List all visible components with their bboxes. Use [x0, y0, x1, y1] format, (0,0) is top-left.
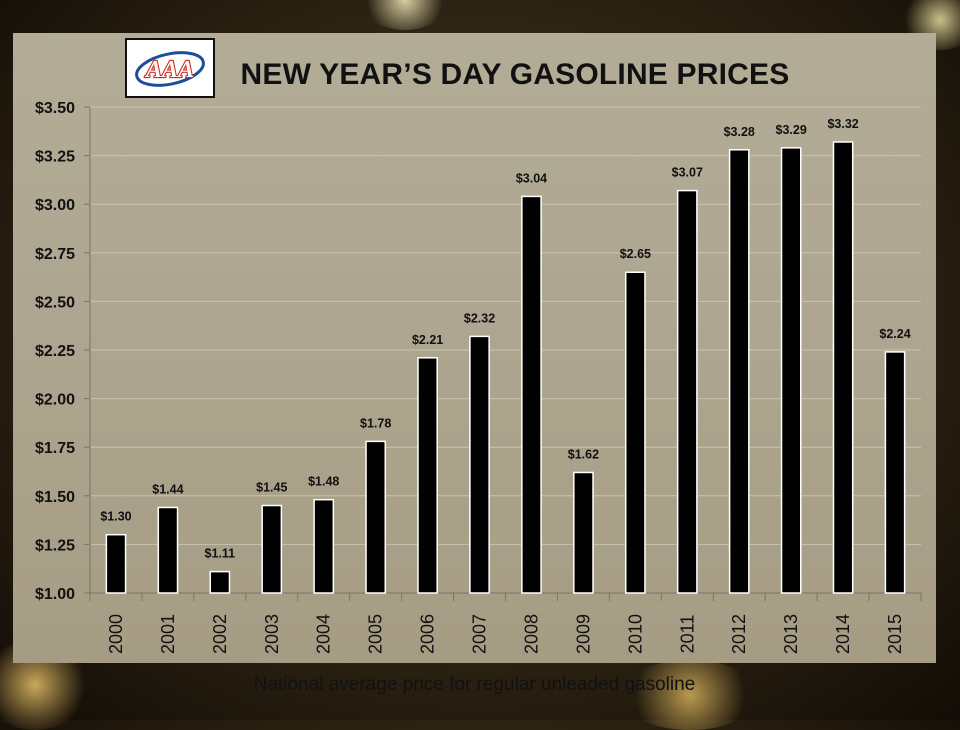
y-tick-label: $2.00 [35, 392, 75, 409]
bar [728, 149, 750, 594]
x-tick-label: 2010 [625, 614, 645, 654]
data-label: $3.32 [827, 117, 858, 131]
data-label: $3.28 [724, 125, 755, 139]
y-tick-label: $3.50 [35, 100, 75, 117]
data-label: $2.32 [464, 311, 495, 325]
x-tick-label: 2006 [418, 614, 438, 654]
bar [157, 506, 179, 594]
chart-title: NEW YEAR’S DAY GASOLINE PRICES [240, 58, 790, 91]
x-tick-label: 2012 [729, 614, 749, 654]
bar [261, 504, 283, 594]
bar [521, 195, 542, 594]
data-label: $1.44 [152, 482, 183, 496]
bar [209, 570, 231, 594]
data-label: $2.24 [879, 327, 910, 341]
x-tick-label: 2008 [521, 614, 541, 654]
aaa-logo-icon: AAA [135, 51, 205, 87]
x-tick-label: 2014 [833, 614, 853, 654]
bar [469, 335, 490, 594]
y-tick-label: $2.25 [35, 343, 75, 360]
y-tick-label: $1.50 [35, 489, 75, 506]
bar [573, 471, 594, 594]
bar [884, 351, 906, 594]
data-label: $1.45 [256, 481, 287, 495]
data-label: $1.11 [205, 547, 236, 561]
y-tick-label: $1.00 [35, 586, 75, 603]
x-tick-label: 2004 [314, 614, 334, 654]
y-tick-label: $1.75 [35, 440, 75, 457]
data-label: $1.62 [568, 447, 599, 461]
aaa-logo-text: AAA [144, 57, 194, 83]
y-tick-label: $3.25 [35, 149, 75, 166]
bar [832, 141, 854, 594]
bar [365, 440, 387, 594]
x-tick-label: 2005 [366, 614, 386, 654]
data-label: $2.21 [412, 333, 443, 347]
bar [624, 271, 646, 594]
x-tick-label: 2001 [158, 614, 178, 654]
x-tick-label: 2002 [210, 614, 230, 654]
chart-caption: National average price for regular unlea… [253, 674, 696, 695]
x-tick-label: 2007 [470, 614, 490, 654]
data-label: $1.48 [308, 475, 339, 489]
x-tick-label: 2015 [885, 614, 905, 654]
x-tick-label: 2009 [573, 614, 593, 654]
x-tick-label: 2000 [106, 614, 126, 654]
data-label: $3.29 [776, 123, 807, 137]
data-label: $3.07 [672, 166, 703, 180]
x-tick-label: 2011 [677, 615, 697, 654]
data-label: $1.30 [100, 510, 131, 524]
bar [105, 533, 127, 594]
y-tick-label: $3.00 [35, 197, 75, 214]
aaa-logo: AAA [125, 38, 215, 98]
bar [417, 357, 438, 594]
x-tick-label: 2013 [781, 614, 801, 654]
y-tick-label: $2.50 [35, 294, 75, 311]
data-label: $2.65 [620, 247, 651, 261]
data-label: $1.78 [360, 416, 391, 430]
y-tick-label: $2.75 [35, 246, 75, 263]
x-tick-label: 2003 [262, 614, 282, 654]
bar [313, 498, 335, 594]
data-label: $3.04 [516, 171, 547, 185]
bar [780, 147, 802, 594]
bar [676, 189, 698, 594]
y-tick-label: $1.25 [35, 537, 75, 554]
